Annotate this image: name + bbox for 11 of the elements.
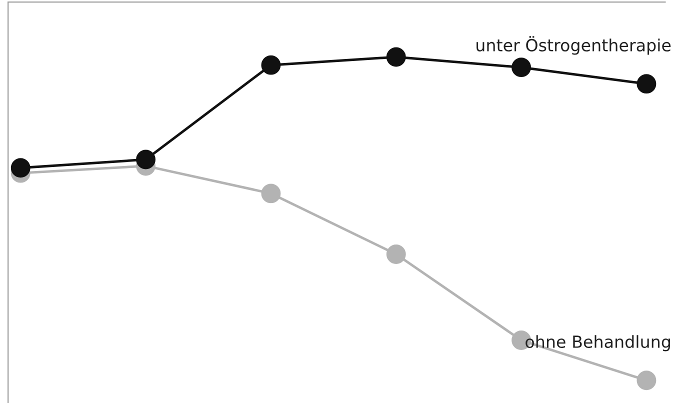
point <box>636 370 656 390</box>
point <box>636 74 656 94</box>
point <box>386 47 406 67</box>
point <box>10 158 30 178</box>
point <box>136 150 156 170</box>
point <box>261 55 281 75</box>
series-label: unter Östrogentherapie <box>476 36 671 55</box>
point <box>512 58 532 78</box>
point <box>261 184 281 204</box>
series-label: ohne Behandlung <box>526 335 670 352</box>
point <box>386 244 406 264</box>
